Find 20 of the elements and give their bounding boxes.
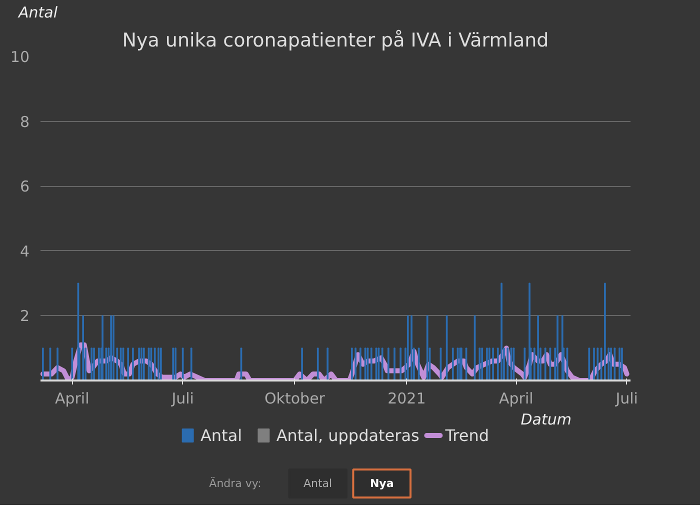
y-tick-label: 10: [10, 48, 30, 66]
x-tick-label: April: [54, 390, 90, 408]
text: Nya: [370, 477, 394, 490]
x-tick-label: Oktober: [264, 390, 326, 408]
text: Antal: [303, 477, 332, 490]
y-tick-label: 8: [20, 112, 30, 131]
x-tick-label: Juli: [614, 390, 638, 408]
x-tick-label: 2021: [388, 390, 426, 408]
text: Ändra vy:: [209, 476, 262, 490]
x-tick-label: Juli: [170, 390, 194, 408]
legend-label: Trend: [444, 426, 490, 445]
x-axis-title: Datum: [520, 410, 572, 428]
y-tick-label: 6: [20, 178, 30, 196]
y-axis-title: Antal: [18, 4, 58, 22]
y-tick-label: 2: [20, 307, 30, 326]
legend-label: Antal: [200, 426, 242, 445]
legend-label: Antal, uppdateras: [276, 426, 420, 445]
y-tick-label: 4: [20, 242, 30, 260]
x-tick-label: April: [499, 390, 534, 408]
chart-title: Nya unika coronapatienter på IVA i Värmland: [122, 30, 549, 52]
